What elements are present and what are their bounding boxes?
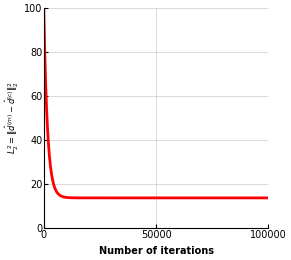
Y-axis label: $L_2^2 = \|\hat{d}^{(m)} - \hat{d}^{(c)}\|_2^2$: $L_2^2 = \|\hat{d}^{(m)} - \hat{d}^{(c)}… xyxy=(4,81,21,154)
X-axis label: Number of iterations: Number of iterations xyxy=(99,246,214,256)
